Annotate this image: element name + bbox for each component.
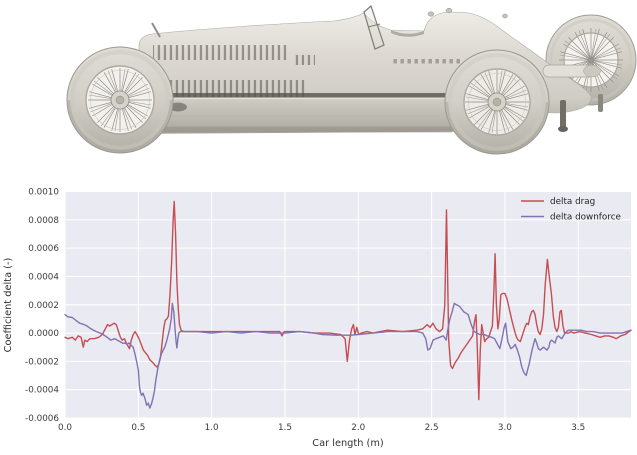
nose-edge bbox=[151, 22, 161, 38]
exhaust-tip bbox=[583, 64, 601, 78]
tail-bracket bbox=[560, 100, 566, 128]
svg-text:-0.0006: -0.0006 bbox=[25, 414, 59, 424]
front-wheel bbox=[66, 46, 174, 154]
svg-text:1.5: 1.5 bbox=[278, 423, 292, 433]
tail-knob bbox=[502, 13, 508, 19]
lower-crease bbox=[140, 115, 440, 117]
hood-louvers-upper bbox=[153, 45, 289, 60]
svg-text:0.0000: 0.0000 bbox=[28, 329, 59, 339]
y-axis-label: Coefficient delta (-) bbox=[3, 258, 14, 353]
tail-bracket-rear bbox=[598, 94, 603, 112]
svg-text:1.0: 1.0 bbox=[205, 423, 219, 433]
svg-text:0.5: 0.5 bbox=[131, 423, 145, 433]
svg-text:-0.0004: -0.0004 bbox=[25, 386, 59, 396]
filler-cap bbox=[445, 8, 453, 13]
svg-text:0.0006: 0.0006 bbox=[28, 244, 59, 254]
body-details bbox=[139, 4, 603, 132]
legend-label-delta-downforce: delta downforce bbox=[550, 213, 621, 223]
windscreen-frame bbox=[363, 4, 385, 50]
hood-louvers-small bbox=[295, 55, 315, 65]
svg-text:3.5: 3.5 bbox=[571, 423, 585, 433]
hood-louvers-lower bbox=[151, 80, 307, 97]
svg-text:-0.0002: -0.0002 bbox=[25, 357, 59, 367]
coefficient-delta-chart: 0.0 0.5 1.0 1.5 2.0 2.5 3.0 3.5 -0.0006 -0.0004 -0… bbox=[3, 188, 632, 449]
filler-cap bbox=[427, 11, 435, 17]
rear-wheel bbox=[444, 49, 550, 155]
underbody-shadow bbox=[142, 126, 454, 133]
svg-text:0.0: 0.0 bbox=[58, 423, 72, 433]
data-series bbox=[64, 200, 632, 409]
svg-text:0.0002: 0.0002 bbox=[28, 301, 59, 311]
cockpit-sill-vents bbox=[390, 59, 460, 64]
legend-label-delta-drag: delta drag bbox=[550, 197, 595, 207]
svg-text:0.0010: 0.0010 bbox=[28, 188, 59, 198]
side-seam-highlight bbox=[139, 97, 470, 100]
car-render bbox=[66, 4, 637, 155]
svg-text:2.0: 2.0 bbox=[351, 423, 365, 433]
svg-text:2.5: 2.5 bbox=[425, 423, 439, 433]
x-axis-label: Car length (m) bbox=[312, 438, 384, 449]
front-axle bbox=[169, 102, 187, 112]
cockpit-opening bbox=[391, 30, 424, 37]
windscreen-crossbar bbox=[367, 23, 381, 28]
svg-text:0.0008: 0.0008 bbox=[28, 216, 59, 226]
tail-bracket-foot bbox=[558, 126, 568, 132]
legend: delta drag delta downforce bbox=[521, 197, 621, 223]
svg-text:0.0004: 0.0004 bbox=[28, 272, 59, 282]
svg-text:3.0: 3.0 bbox=[498, 423, 512, 433]
